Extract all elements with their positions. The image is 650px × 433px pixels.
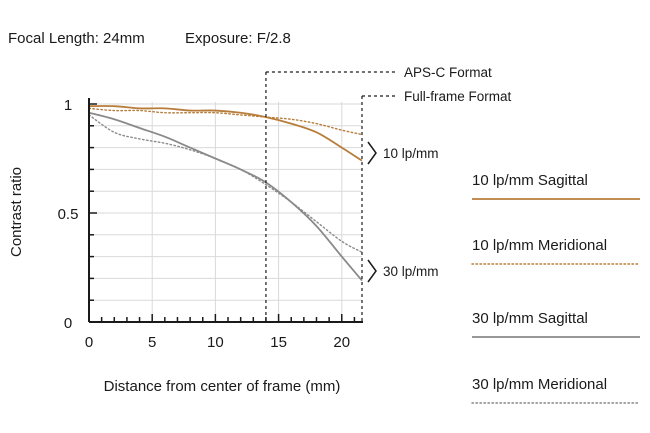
marker-label-aps-c-format: APS-C Format	[404, 65, 492, 80]
y-axis-label: Contrast ratio	[8, 167, 25, 257]
focal-length-label: Focal Length: 24mm	[8, 30, 145, 47]
bracket-10-lp-mm	[367, 141, 377, 165]
x-tick-label: 20	[333, 334, 350, 351]
y-tick-label: 1	[64, 97, 72, 114]
tick-labels: 0 5 10 15 20 0 0.5 1	[58, 97, 351, 351]
series-line-10-lp-mm-sagittal	[88, 105, 363, 162]
bracket-label-10-lp-mm: 10 lp/mm	[383, 146, 439, 161]
x-tick-label: 15	[270, 334, 287, 351]
legend-label-10-lp-mm-sagittal: 10 lp/mm Sagittal	[472, 172, 588, 189]
legend-label-10-lp-mm-meridional: 10 lp/mm Meridional	[472, 237, 607, 254]
legend-label-30-lp-mm-sagittal: 30 lp/mm Sagittal	[472, 310, 588, 327]
format-markers: APS-C Format Full-frame Format	[265, 65, 512, 322]
x-tick-label: 5	[148, 334, 156, 351]
x-axis-label: Distance from center of frame (mm)	[104, 378, 341, 395]
series-layer	[88, 105, 363, 282]
frequency-brackets: 10 lp/mm 30 lp/mm	[367, 141, 439, 283]
legend-label-30-lp-mm-meridional: 30 lp/mm Meridional	[472, 376, 607, 393]
y-tick-label: 0.5	[58, 206, 79, 223]
x-tick-label: 0	[85, 334, 93, 351]
y-tick-label: 0	[64, 315, 72, 332]
bracket-30-lp-mm	[367, 259, 377, 283]
bracket-label-30-lp-mm: 30 lp/mm	[383, 264, 439, 279]
chart-grid	[89, 102, 362, 322]
chart-axes	[88, 98, 363, 323]
series-line-30-lp-mm-meridional	[88, 114, 363, 253]
exposure-label: Exposure: F/2.8	[185, 30, 291, 47]
series-line-10-lp-mm-meridional	[88, 107, 363, 136]
series-line-30-lp-mm-sagittal	[88, 111, 363, 282]
x-tick-label: 10	[207, 334, 224, 351]
chart-legend: 10 lp/mm Sagittal 10 lp/mm Meridional 30 l…	[471, 172, 641, 404]
marker-label-full-frame-format: Full-frame Format	[404, 89, 512, 104]
